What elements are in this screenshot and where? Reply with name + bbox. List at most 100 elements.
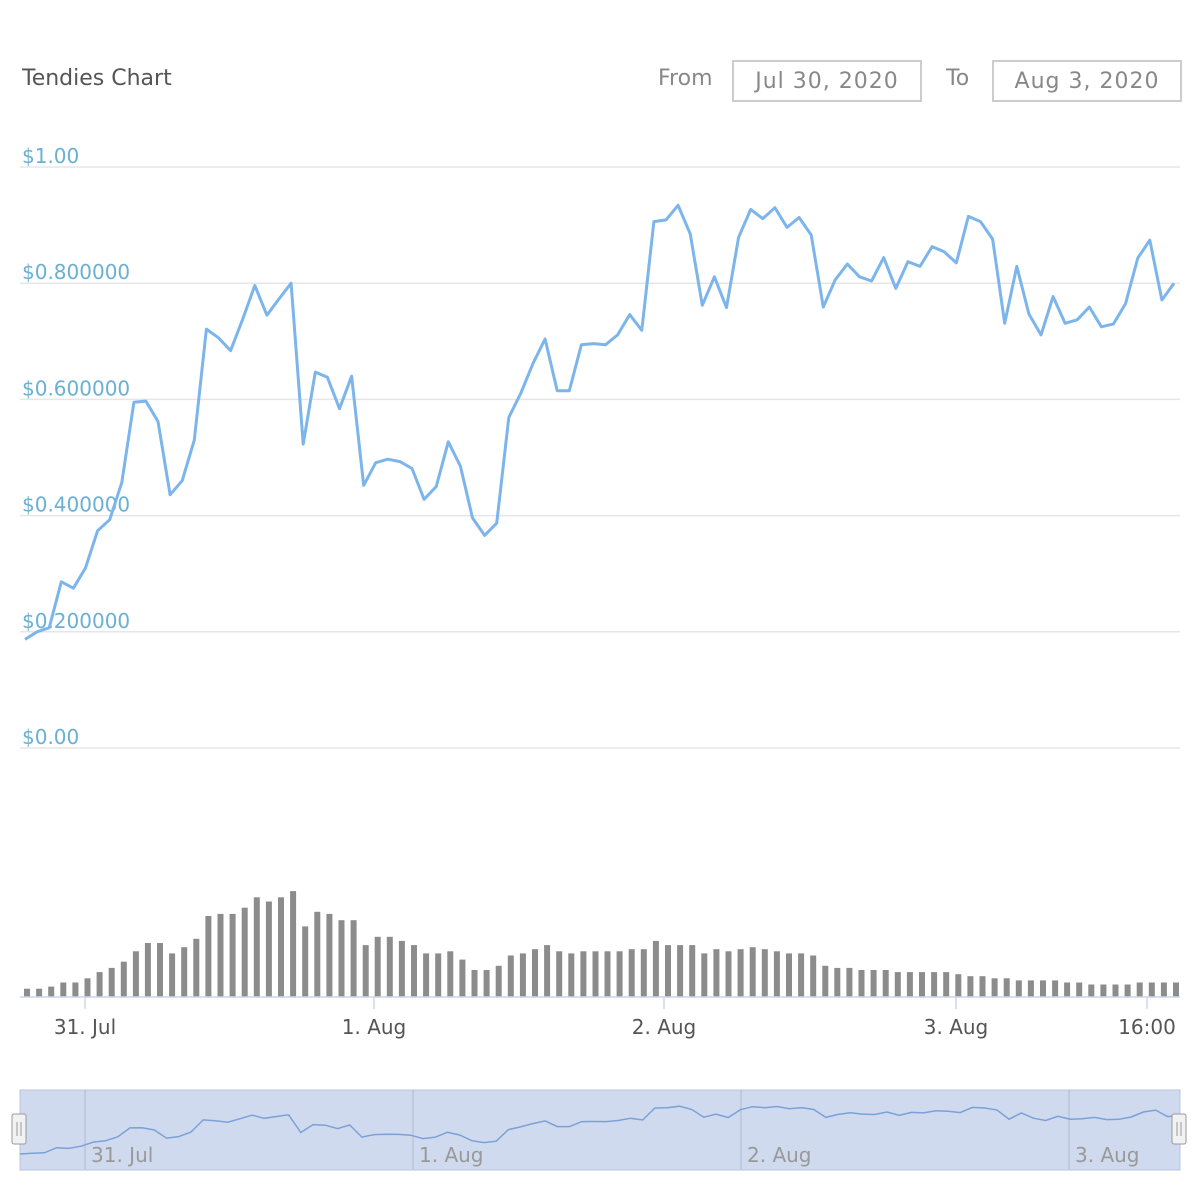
- volume-bar: [1003, 978, 1010, 997]
- volume-bar: [652, 940, 659, 997]
- navigator-right-handle[interactable]: [1171, 1113, 1187, 1145]
- from-date-input[interactable]: Jul 30, 2020: [732, 60, 922, 102]
- x-tick-label: 31. Jul: [54, 1015, 116, 1039]
- volume-bar: [665, 945, 671, 997]
- volume-bar: [882, 970, 889, 997]
- volume-bar: [423, 953, 430, 997]
- chart-title: Tendies Chart: [22, 66, 172, 91]
- volume-bar: [386, 936, 393, 997]
- volume-bar: [737, 949, 744, 997]
- x-tick-label: 3. Aug: [924, 1015, 989, 1039]
- volume-bar: [701, 953, 708, 997]
- volume-bar: [773, 951, 780, 997]
- to-date-input[interactable]: Aug 3, 2020: [992, 60, 1182, 102]
- volume-bar: [1136, 982, 1143, 997]
- volume-bar: [398, 940, 405, 997]
- volume-bar: [338, 920, 345, 997]
- volume-bar: [1015, 980, 1022, 997]
- volume-bar: [713, 949, 720, 997]
- volume-bar: [495, 965, 502, 997]
- volume-bar: [604, 951, 611, 997]
- volume-bar: [447, 951, 454, 997]
- volume-bar: [326, 913, 333, 997]
- volume-bar: [48, 986, 55, 997]
- volume-bar: [483, 970, 490, 997]
- volume-bar: [1064, 982, 1071, 997]
- volume-bar: [834, 967, 841, 997]
- volume-bar: [1040, 980, 1046, 997]
- volume-bar: [568, 953, 575, 997]
- volume-bar: [906, 972, 913, 997]
- volume-bar: [24, 988, 30, 997]
- price-series-line: [24, 203, 1176, 641]
- volume-bar: [955, 974, 962, 997]
- volume-bar: [314, 911, 321, 997]
- volume-bar: [374, 936, 381, 997]
- volume-bar: [846, 967, 853, 997]
- volume-bar: [72, 982, 79, 997]
- navigator-tick-label: 3. Aug: [1075, 1143, 1140, 1167]
- volume-bar: [157, 943, 163, 997]
- volume-bar: [931, 972, 938, 997]
- volume-bar: [229, 913, 236, 997]
- volume-bar: [193, 938, 200, 997]
- volume-bar: [894, 972, 901, 997]
- volume-bar: [290, 891, 297, 997]
- volume-bar: [979, 976, 986, 997]
- y-tick-label: $0.00: [22, 725, 79, 749]
- volume-bar: [786, 953, 792, 997]
- volume-bar: [84, 978, 91, 997]
- navigator-selection[interactable]: [19, 1089, 1181, 1171]
- volume-bar: [411, 945, 417, 997]
- volume-bar: [459, 959, 466, 997]
- volume-bar: [120, 961, 127, 997]
- volume-bar: [205, 916, 212, 997]
- volume-bar: [677, 945, 684, 997]
- volume-bar: [1088, 984, 1095, 997]
- volume-bar: [507, 955, 514, 997]
- volume-bar: [544, 945, 551, 997]
- volume-bar: [1124, 984, 1131, 997]
- navigator-tick-label: 31. Jul: [91, 1143, 153, 1167]
- from-label: From: [658, 66, 713, 91]
- x-tick-label: 16:00: [1118, 1015, 1176, 1039]
- volume-bar: [241, 907, 248, 997]
- volume-bar: [858, 970, 865, 997]
- volume-bar: [435, 953, 442, 997]
- volume-bar: [1173, 982, 1179, 997]
- volume-bar: [96, 972, 103, 997]
- volume-bar: [919, 972, 925, 997]
- navigator-series-line: [19, 1105, 1181, 1155]
- volume-bar: [556, 951, 563, 997]
- navigator-tick-label: 1. Aug: [419, 1143, 484, 1167]
- volume-bar: [810, 955, 817, 997]
- volume-bar: [991, 978, 998, 997]
- volume-bar: [749, 947, 756, 997]
- volume-bar: [350, 920, 357, 997]
- volume-bar: [689, 945, 696, 997]
- volume-bar: [181, 947, 188, 997]
- volume-bar: [217, 913, 224, 997]
- volume-bar: [1076, 982, 1083, 997]
- volume-bar: [1160, 982, 1167, 997]
- y-tick-label: $0.800000: [22, 260, 130, 284]
- volume-bar: [725, 951, 732, 997]
- volume-bar: [640, 949, 647, 997]
- volume-bar: [628, 949, 635, 997]
- volume-bar: [471, 970, 478, 997]
- x-tick-label: 2. Aug: [632, 1015, 697, 1039]
- volume-bar: [1052, 980, 1059, 997]
- volume-bar: [278, 897, 284, 997]
- volume-bar: [169, 953, 176, 997]
- volume-bar: [967, 976, 974, 997]
- volume-bar: [1027, 980, 1034, 997]
- volume-bar: [1100, 984, 1107, 997]
- y-tick-label: $0.600000: [22, 376, 130, 400]
- navigator-left-handle[interactable]: [11, 1113, 27, 1145]
- volume-bar: [1112, 984, 1119, 997]
- volume-bar: [265, 901, 272, 997]
- volume-bar: [132, 951, 139, 997]
- volume-bar: [580, 951, 587, 997]
- volume-bar: [60, 982, 67, 997]
- y-tick-label: $0.400000: [22, 493, 130, 517]
